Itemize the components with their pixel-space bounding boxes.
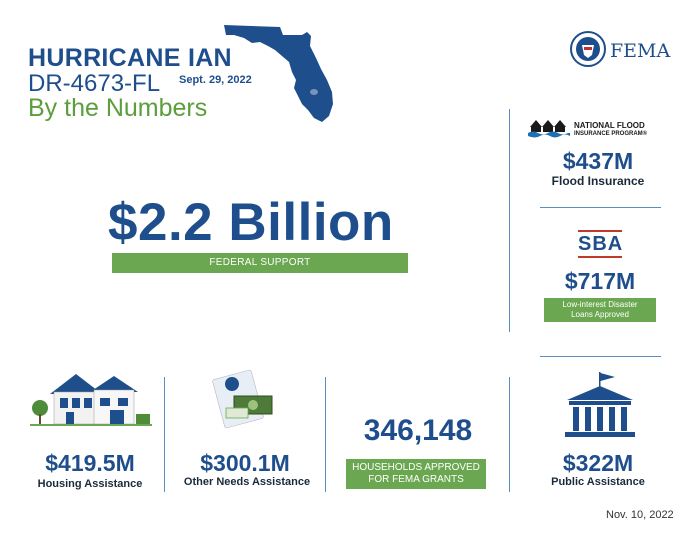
government-building-icon bbox=[565, 372, 635, 437]
sba-logo-icon: SBA bbox=[578, 230, 622, 258]
florida-map-icon bbox=[224, 25, 333, 122]
right-column-divider bbox=[509, 109, 510, 332]
title-line3: By the Numbers bbox=[28, 94, 208, 122]
total-amount: $2.2 Billion bbox=[108, 193, 394, 252]
housing-amount: $419.5M bbox=[45, 450, 135, 476]
column-divider bbox=[164, 377, 165, 492]
other-needs-label: Other Needs Assistance bbox=[183, 476, 311, 488]
disaster-date: Sept. 29, 2022 bbox=[179, 74, 252, 86]
title-line1: HURRICANE IAN bbox=[28, 44, 232, 72]
report-date: Nov. 10, 2022 bbox=[606, 509, 674, 521]
divider bbox=[540, 356, 661, 357]
total-label: FEDERAL SUPPORT bbox=[112, 253, 408, 273]
sba-label-line2: Loans Approved bbox=[571, 310, 629, 319]
sba-logo-text: SBA bbox=[578, 233, 624, 255]
divider bbox=[540, 207, 661, 208]
column-divider bbox=[509, 377, 510, 492]
title-line2: DR-4673-FL bbox=[28, 70, 161, 97]
households-label-line1: HOUSEHOLDS APPROVED bbox=[352, 462, 480, 473]
sba-label-box: Low-interest Disaster Loans Approved bbox=[544, 298, 656, 322]
sba-label-line1: Low-interest Disaster bbox=[562, 300, 638, 309]
nfip-logo-icon bbox=[528, 120, 570, 138]
fema-seal-icon bbox=[570, 31, 606, 67]
fema-logo-text: FEMA bbox=[610, 40, 671, 62]
households-label-box: HOUSEHOLDS APPROVED FOR FEMA GRANTS bbox=[346, 459, 486, 489]
public-label: Public Assistance bbox=[551, 476, 645, 488]
assistance-form-icon bbox=[212, 369, 273, 429]
other-needs-amount: $300.1M bbox=[200, 450, 290, 476]
nfip-line2: INSURANCE PROGRAM® bbox=[574, 131, 648, 137]
nfip-logo-text: NATIONAL FLOOD INSURANCE PROGRAM® bbox=[574, 121, 647, 139]
column-divider bbox=[325, 377, 326, 492]
flood-amount: $437M bbox=[562, 148, 634, 174]
nfip-line1: NATIONAL FLOOD bbox=[574, 121, 645, 130]
sba-logo-rule-bottom bbox=[578, 256, 622, 258]
public-amount: $322M bbox=[562, 450, 634, 476]
households-label-line2: FOR FEMA GRANTS bbox=[368, 474, 464, 485]
house-icon bbox=[30, 374, 152, 426]
sba-amount: $717M bbox=[564, 268, 636, 294]
households-amount: 346,148 bbox=[363, 414, 473, 447]
housing-label: Housing Assistance bbox=[37, 478, 143, 490]
sba-logo-rule-top bbox=[578, 230, 622, 232]
flood-label: Flood Insurance bbox=[551, 174, 645, 188]
